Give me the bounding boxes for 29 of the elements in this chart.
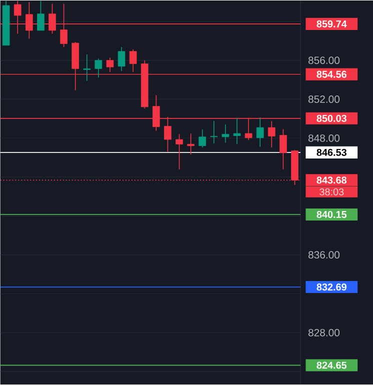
y-tick-label: 852.00 xyxy=(308,96,340,103)
candlestick xyxy=(118,46,126,72)
ref-line-label: 859.74 xyxy=(316,20,347,28)
candlestick xyxy=(129,48,137,72)
candlestick xyxy=(175,134,183,170)
candlestick xyxy=(279,128,287,170)
ref-line-label: 832.69 xyxy=(316,284,346,291)
candlestick xyxy=(268,120,276,148)
candlestick xyxy=(198,129,206,148)
y-tick-label: 848.00 xyxy=(308,134,340,142)
ref-line-label: 854.56 xyxy=(316,70,346,78)
y-tick-label: 836.00 xyxy=(308,251,340,259)
ref-line-label: 824.65 xyxy=(316,362,346,369)
y-tick-label: 828.00 xyxy=(308,328,340,336)
candlestick xyxy=(94,58,102,78)
text: 38:03 xyxy=(319,188,344,196)
y-tick-label: 856.00 xyxy=(308,56,340,64)
candlestick xyxy=(36,0,44,31)
ref-line-label: 840.15 xyxy=(316,210,346,218)
ref-line-label: 850.03 xyxy=(316,114,346,122)
candlestick xyxy=(210,120,218,144)
candlestick xyxy=(106,57,114,72)
candlestick xyxy=(83,54,90,82)
candlestick xyxy=(187,133,194,155)
ref-line-label: 843.68 xyxy=(316,176,346,184)
ref-line-label: 846.53 xyxy=(316,148,346,156)
candlestick xyxy=(222,124,229,144)
candlestick xyxy=(256,117,264,148)
candlestick xyxy=(233,117,241,145)
